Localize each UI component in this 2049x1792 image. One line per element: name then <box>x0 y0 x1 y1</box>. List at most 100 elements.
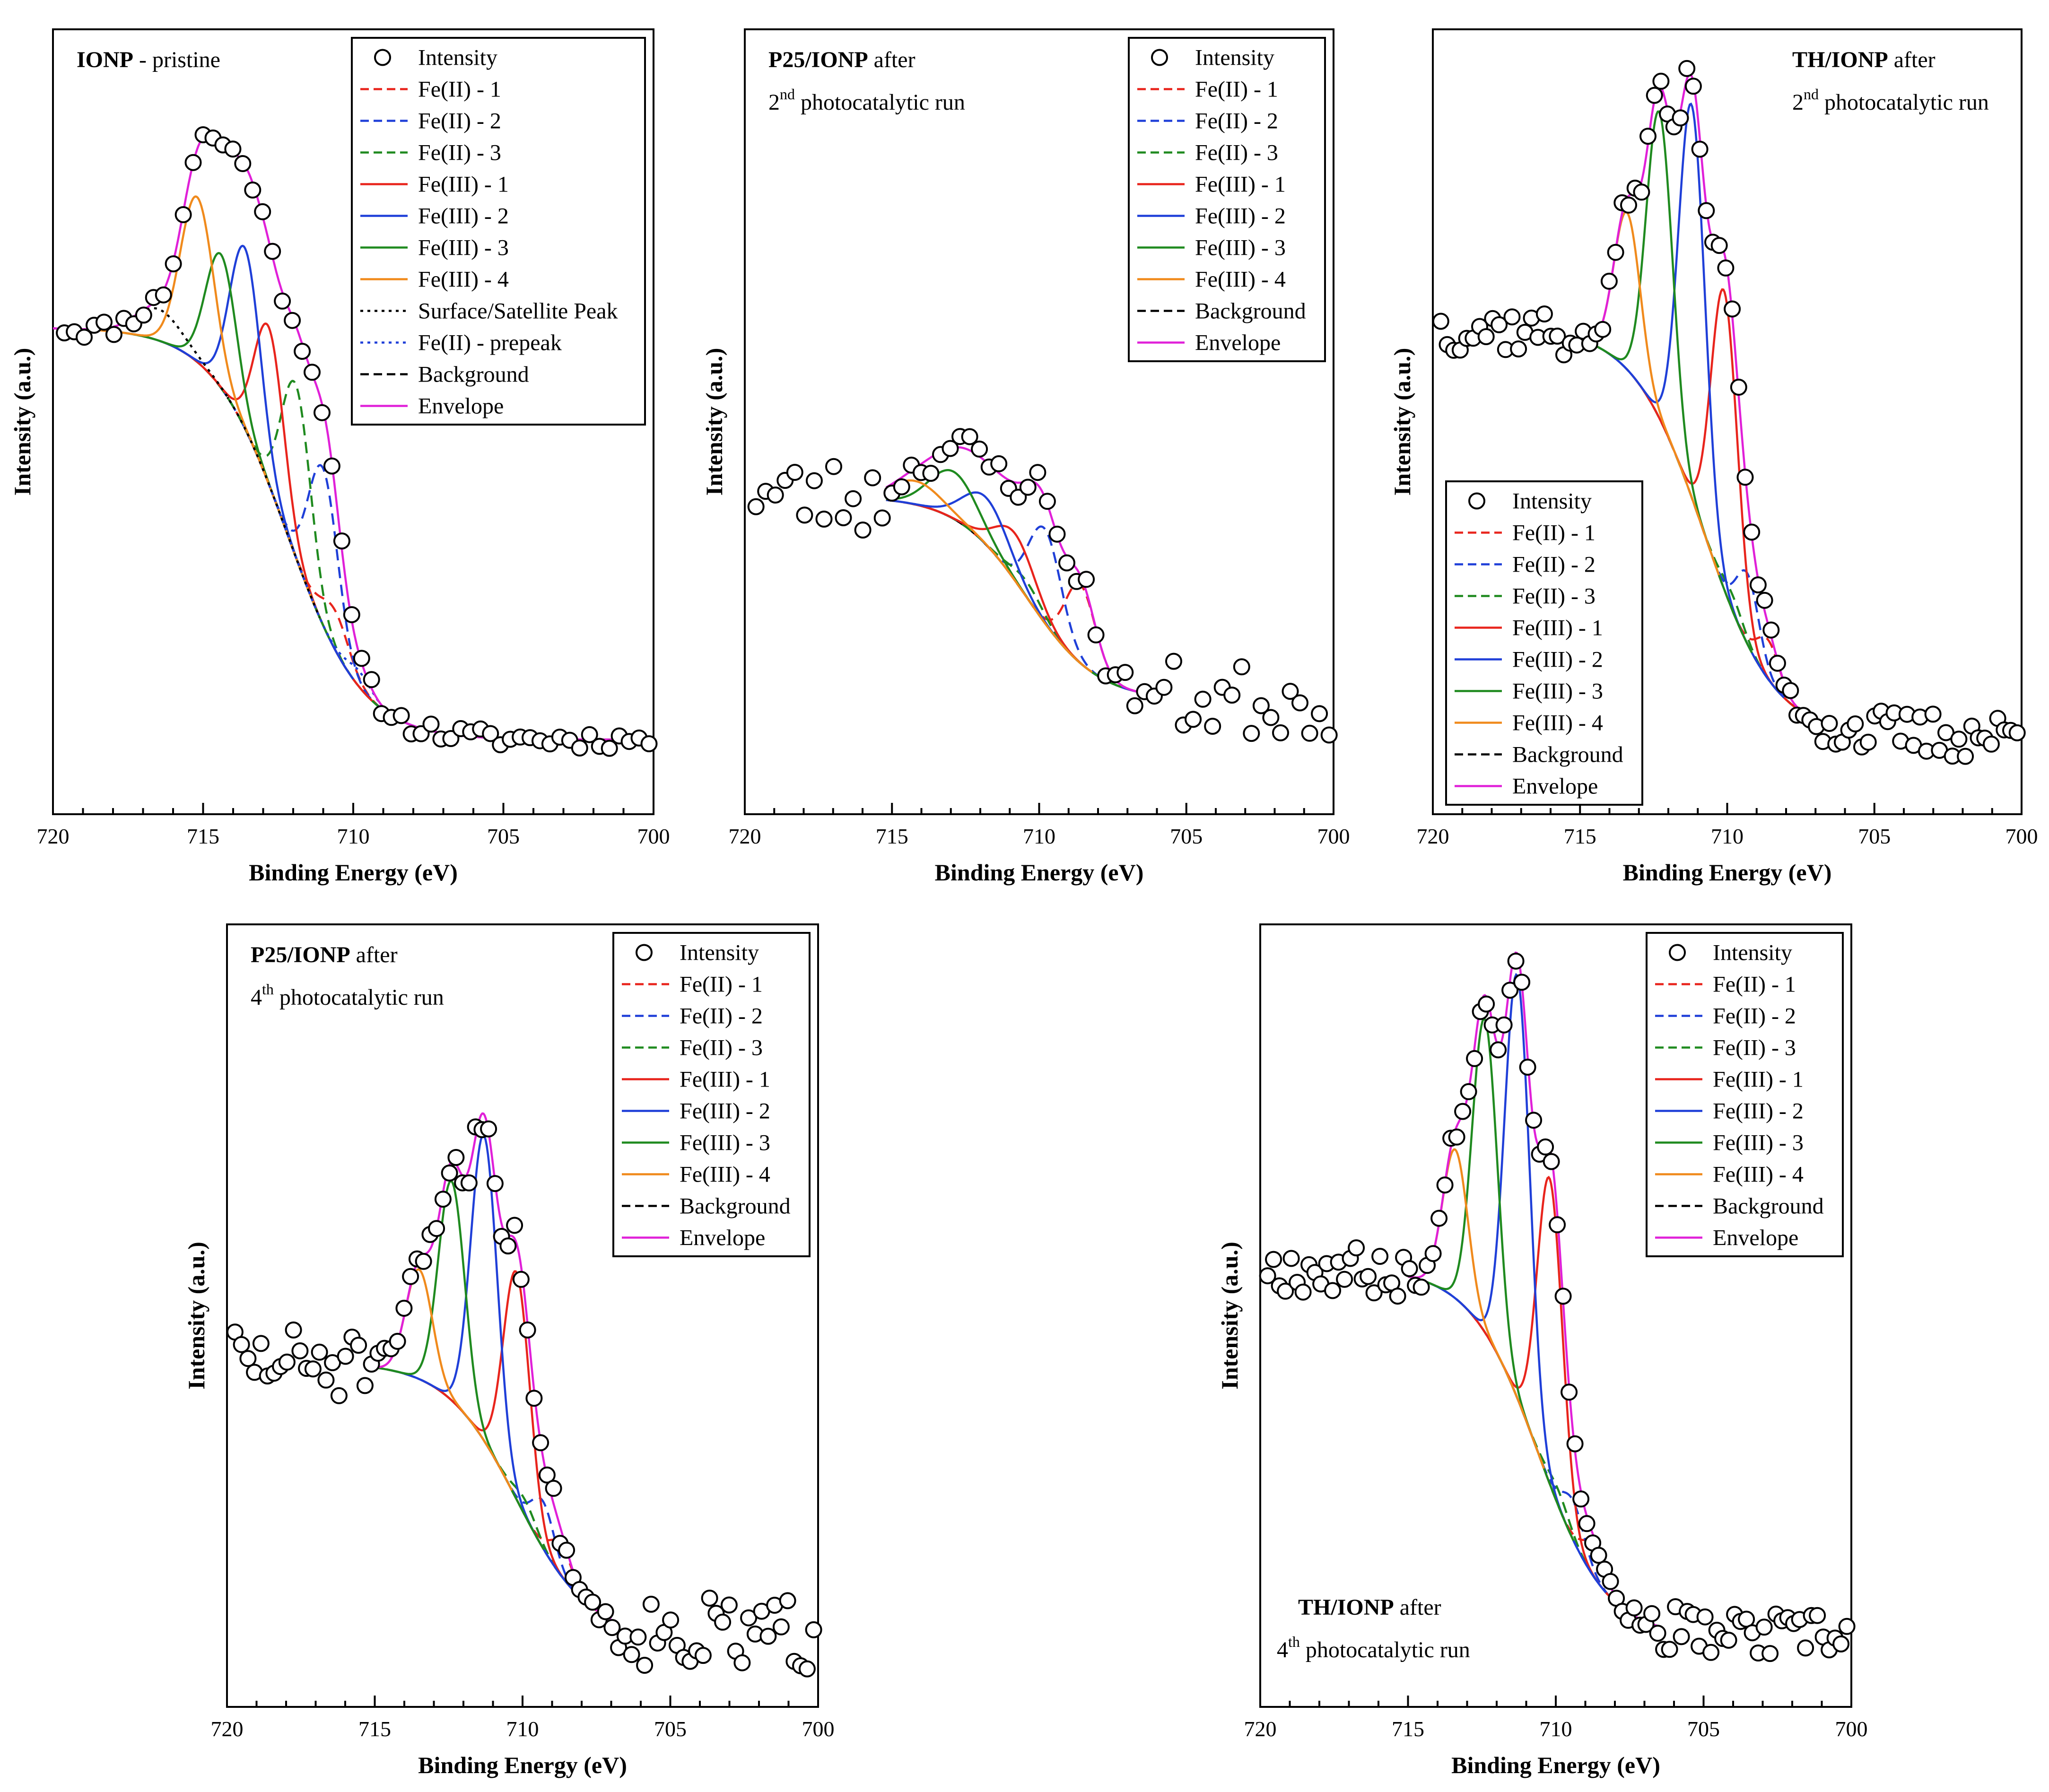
legend-label: Fe(II) - 1 <box>1512 521 1596 546</box>
intensity-point <box>1324 1282 1342 1299</box>
intensity-point <box>558 1541 575 1559</box>
legend-label: Fe(III) - 4 <box>418 267 509 292</box>
x-tick-label: 700 <box>802 1717 835 1741</box>
x-axis-label: Binding Energy (eV) <box>935 859 1144 886</box>
intensity-point <box>1762 621 1780 639</box>
panel-title-sample: TH/IONP <box>1298 1595 1394 1620</box>
intensity-point <box>184 154 202 171</box>
x-tick-label: 705 <box>1687 1717 1720 1741</box>
intensity-point <box>1950 731 1968 748</box>
legend-label: Background <box>1512 742 1623 767</box>
legend-box <box>351 37 646 426</box>
legend-item: Fe(II) - 3 <box>1655 1035 1796 1061</box>
intensity-point <box>1233 658 1250 676</box>
intensity-point <box>402 1268 419 1285</box>
run-number: 2 <box>1792 90 1804 115</box>
intensity-point <box>317 1371 335 1389</box>
legend-item: Intensity <box>1151 45 1274 70</box>
intensity-point <box>447 1149 465 1166</box>
panel-subtitle: 4th photocatalytic run <box>251 981 444 1010</box>
intensity-point <box>1265 1251 1282 1268</box>
x-tick-label: 710 <box>1540 1717 1572 1741</box>
intensity-point <box>1466 1050 1483 1067</box>
background-curve <box>886 499 1157 696</box>
legend: Intensity Fe(II) - 1 Fe(II) - 2 Fe(II) - 3 F… <box>612 932 811 1257</box>
intensity-point <box>350 1337 367 1354</box>
intensity-point <box>1272 724 1289 741</box>
legend-item: Fe(III) - 2 <box>360 204 509 229</box>
legend: Intensity Fe(II) - 1 Fe(II) - 2 Fe(II) - 3 F… <box>1445 480 1643 806</box>
legend-label: Fe(III) - 3 <box>1512 679 1603 704</box>
legend-label: Background <box>680 1194 791 1219</box>
intensity-point <box>636 1657 654 1674</box>
x-axis-label: Binding Energy (eV) <box>249 859 458 886</box>
legend-marker-icon <box>374 49 391 66</box>
intensity-point <box>1460 1083 1477 1100</box>
legend: Intensity Fe(II) - 1 Fe(II) - 2 Fe(II) - 3 F… <box>1128 37 1326 362</box>
intensity-point <box>486 1175 504 1192</box>
intensity-point <box>1566 1435 1584 1453</box>
y-axis-label: Intensity (a.u.) <box>1216 1242 1243 1390</box>
legend-label: Fe(II) - 3 <box>418 140 501 165</box>
intensity-point <box>538 1466 556 1484</box>
legend-item: Fe(III) - 2 <box>1137 204 1286 229</box>
y-axis-label: Intensity (a.u.) <box>701 348 727 496</box>
intensity-point <box>1678 60 1696 77</box>
x-axis-label: Binding Energy (eV) <box>1451 1752 1660 1778</box>
intensity-point <box>1717 259 1735 277</box>
intensity-point <box>333 532 350 550</box>
intensity-point <box>1755 1618 1773 1636</box>
run-number: 2 <box>768 90 780 115</box>
run-ordinal-suffix: nd <box>780 86 795 103</box>
legend-label: Fe(III) - 2 <box>1713 1099 1804 1124</box>
intensity-point <box>442 730 460 747</box>
intensity-point <box>244 181 262 199</box>
legend-label: Fe(II) - 1 <box>680 972 763 997</box>
panel-title-sample: TH/IONP <box>1792 47 1888 72</box>
intensity-point <box>1311 705 1328 722</box>
legend-label: Envelope <box>680 1226 765 1251</box>
intensity-point <box>155 286 172 304</box>
intensity-point <box>1401 1260 1418 1278</box>
legend-label: Fe(III) - 2 <box>418 204 509 229</box>
envelope-curve <box>368 1112 612 1620</box>
intensity-point <box>395 1299 413 1317</box>
y-axis-label: Intensity (a.u.) <box>9 348 35 496</box>
intensity-point <box>1507 952 1525 970</box>
x-tick-label: 700 <box>1317 824 1350 848</box>
panel-title: TH/IONP after <box>1792 47 1936 72</box>
intensity-point <box>1126 697 1143 714</box>
legend-item: Fe(II) - 1 <box>1655 972 1796 997</box>
run-ordinal-suffix: nd <box>1804 86 1819 103</box>
peak-curve-fe-iii-1 <box>1630 288 1816 720</box>
legend-label: Fe(III) - 1 <box>1713 1067 1804 1092</box>
intensity-point <box>1291 694 1308 712</box>
intensity-point <box>1982 735 2000 753</box>
x-tick-label: 720 <box>211 1717 244 1741</box>
peak-curve-fe-ii-1 <box>1513 1391 1659 1627</box>
intensity-point <box>1821 715 1838 732</box>
intensity-point <box>1672 109 1689 127</box>
intensity-point <box>629 1628 647 1646</box>
legend-label: Fe(II) - 2 <box>418 109 501 134</box>
intensity-point <box>135 306 152 324</box>
legend-label: Fe(II) - 3 <box>1713 1035 1796 1061</box>
intensity-point <box>1294 1283 1312 1301</box>
legend-item: Background <box>622 1194 791 1219</box>
x-tick-label: 715 <box>358 1717 391 1741</box>
intensity-point <box>294 343 311 360</box>
run-description: photocatalytic run <box>1819 90 1989 115</box>
legend-label: Fe(II) - 2 <box>1195 109 1278 134</box>
peak-curve-fe-iii-2 <box>391 1133 577 1595</box>
intensity-point <box>845 490 862 507</box>
intensity-point <box>1602 1573 1619 1590</box>
panel-title-rest: after <box>1888 47 1936 72</box>
legend-label: Fe(II) - 1 <box>418 77 501 102</box>
panel-2: 720 715 710 705 700 Binding Energy (eV) Intens… <box>701 28 1350 886</box>
intensity-point <box>330 1387 348 1404</box>
legend-item: Surface/Satellite Peak <box>360 299 618 324</box>
x-tick-label: 720 <box>1244 1717 1277 1741</box>
legend-item: Fe(III) - 4 <box>1455 711 1603 736</box>
legend-item: Envelope <box>1455 774 1598 799</box>
intensity-point <box>174 206 192 223</box>
